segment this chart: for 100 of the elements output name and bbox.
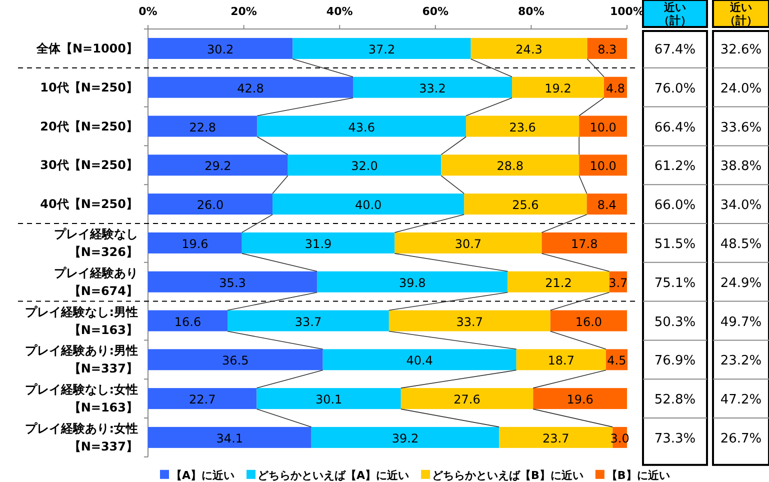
text: 49.7% <box>720 314 762 330</box>
text: 66.4% <box>654 120 696 136</box>
data-label: 33.2 <box>419 81 446 96</box>
bar <box>441 154 580 176</box>
data-label: 19.6 <box>182 236 208 251</box>
text: 50.3% <box>654 314 696 330</box>
bar <box>499 426 613 448</box>
text: 23.2% <box>720 354 762 369</box>
data-label: 26.0 <box>196 198 224 212</box>
text: 73.3% <box>654 431 696 446</box>
data-label: 23.7 <box>542 431 570 446</box>
text: 近い（計） <box>658 1 692 27</box>
data-label: 16.0 <box>575 314 602 329</box>
y-tick-label: プレイ経験なし【N=326】 <box>54 226 138 259</box>
bar <box>148 38 293 59</box>
legend-label: どちらかといえば【B】に近い <box>432 468 584 482</box>
bar <box>587 38 627 59</box>
data-label: 4.5 <box>607 354 626 368</box>
data-label: 21.2 <box>545 276 572 290</box>
x-tick-label: 60% <box>422 5 449 18</box>
text: 52.8% <box>654 392 696 408</box>
data-label: 39.2 <box>392 431 419 446</box>
bar <box>292 38 471 59</box>
bar <box>272 194 464 215</box>
bar <box>579 154 627 176</box>
bar <box>322 349 516 370</box>
bar <box>533 388 627 410</box>
text: 76.0% <box>654 81 696 96</box>
bar <box>466 116 580 137</box>
data-label: 24.3 <box>516 42 542 56</box>
data-label: 25.6 <box>512 198 539 212</box>
bar <box>400 388 534 410</box>
text: 32.6% <box>720 42 762 58</box>
legend-label: どちらかといえば【A】に近い <box>258 468 410 482</box>
bar <box>242 232 395 254</box>
text: 24.0% <box>720 81 762 96</box>
bar <box>512 76 604 98</box>
bar <box>516 349 606 370</box>
text: 33.6% <box>720 120 762 136</box>
bar <box>464 194 587 215</box>
data-label: 4.8 <box>606 81 626 96</box>
x-tick-label: 0% <box>138 5 158 18</box>
data-label: 18.7 <box>548 354 574 368</box>
data-label: 16.6 <box>174 314 202 329</box>
x-tick-label: 40% <box>326 5 353 18</box>
bar <box>586 194 627 215</box>
data-label: 28.8 <box>496 159 524 174</box>
bar <box>256 388 401 410</box>
data-label: 8.3 <box>598 42 617 56</box>
bar <box>148 310 228 332</box>
data-label: 32.0 <box>351 159 378 174</box>
y-tick-label: 10代【N=250】 <box>40 80 138 94</box>
text: 51.5% <box>654 236 696 252</box>
bar <box>550 310 627 332</box>
bar <box>394 232 542 254</box>
data-label: 36.5 <box>222 354 249 368</box>
data-label: 27.6 <box>454 392 480 407</box>
bar <box>508 271 610 292</box>
text: 48.5% <box>720 236 762 252</box>
data-label: 42.8 <box>237 81 264 96</box>
text: 76.9% <box>654 354 696 369</box>
y-tick-label: プレイ経験あり【N=674】 <box>54 266 138 298</box>
bar <box>317 271 508 292</box>
text: 34.0% <box>720 198 762 214</box>
data-label: 22.8 <box>189 120 216 134</box>
data-label: 33.7 <box>456 314 484 329</box>
data-label: 10.0 <box>590 120 616 134</box>
bar <box>148 194 273 215</box>
y-tick-label: プレイ経験なし:女性【N=163】 <box>25 382 138 415</box>
text: 66.0% <box>654 198 696 214</box>
legend-label: 【A】に近い <box>171 468 235 482</box>
bar <box>388 310 550 332</box>
x-tick-label: 80% <box>518 5 544 18</box>
data-label: 43.6 <box>348 120 375 134</box>
data-label: 30.1 <box>315 392 342 407</box>
bar <box>257 116 466 137</box>
y-tick-label: プレイ経験なし:男性【N=163】 <box>25 304 138 337</box>
data-label: 22.7 <box>189 392 216 407</box>
text: 61.2% <box>654 159 696 174</box>
text: 75.1% <box>654 276 696 291</box>
bar <box>288 154 442 176</box>
data-label: 29.2 <box>204 159 232 174</box>
data-label: 39.8 <box>399 276 426 290</box>
data-label: 31.9 <box>304 236 332 251</box>
bar <box>353 76 512 98</box>
y-tick-label: 全体【N=1000】 <box>36 41 138 56</box>
y-tick-label: 20代【N=250】 <box>40 119 138 134</box>
text: 47.2% <box>720 392 762 408</box>
text: 26.7% <box>720 431 762 446</box>
data-label: 10.0 <box>590 159 616 174</box>
bar <box>148 349 323 370</box>
bar <box>148 232 242 254</box>
text: 24.9% <box>720 276 762 291</box>
data-label: 3.7 <box>608 276 628 290</box>
data-label: 33.7 <box>294 314 322 329</box>
data-label: 23.6 <box>509 120 536 134</box>
y-tick-label: 40代【N=250】 <box>40 197 138 212</box>
bar <box>148 154 288 176</box>
x-tick-label: 100% <box>610 5 644 18</box>
bar <box>228 310 389 332</box>
